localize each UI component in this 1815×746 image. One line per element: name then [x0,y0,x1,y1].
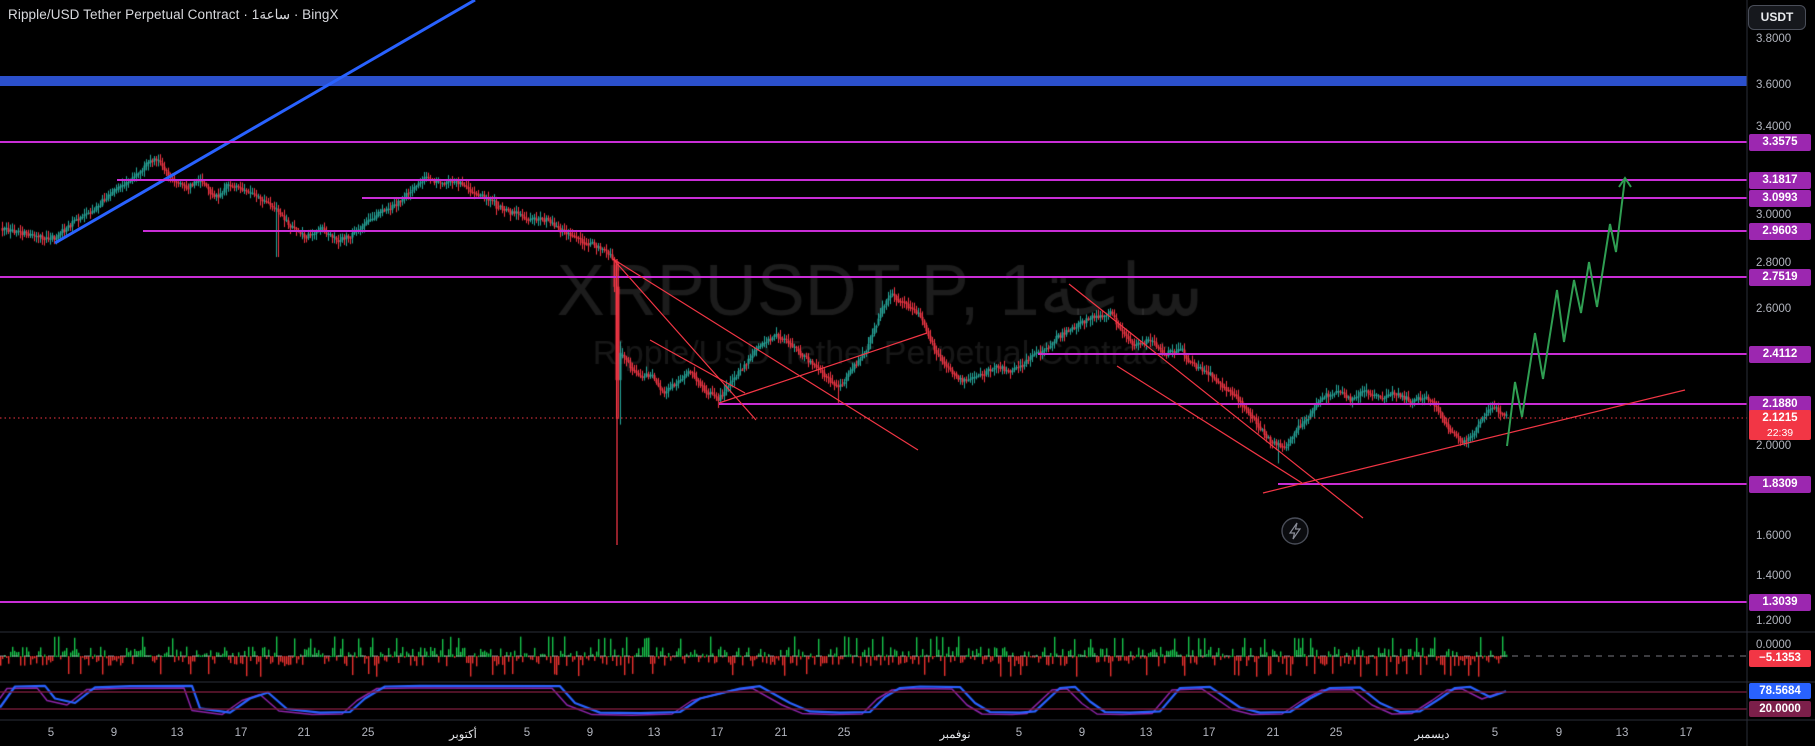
price-level-badge[interactable]: 2.1880 [1749,396,1811,413]
time-axis-label: 17 [1202,727,1216,739]
price-axis-label: 3.0000 [1756,209,1792,221]
price-axis-label: 1.4000 [1756,570,1792,582]
price-level-badge[interactable]: 3.1817 [1749,172,1811,189]
price-level-badge[interactable]: 3.3575 [1749,134,1811,151]
price-axis-label: 1.6000 [1756,530,1792,542]
time-axis-label: 25 [361,727,375,739]
time-axis-label: 21 [1266,727,1280,739]
time-axis-label: 5 [523,727,531,739]
price-axis-label: 2.0000 [1756,440,1792,452]
time-axis-label: 5 [1491,727,1499,739]
time-axis-label: 17 [710,727,724,739]
price-axis-label: 2.8000 [1756,257,1792,269]
time-axis-label: 5 [1015,727,1023,739]
time-axis-label: 17 [1679,727,1693,739]
price-axis-label: 3.6000 [1756,79,1792,91]
time-axis-label: 21 [774,727,788,739]
time-axis-label: 9 [110,727,118,739]
time-axis-month-label: ديسمبر [1414,729,1450,741]
time-axis-label: 13 [1615,727,1629,739]
time-axis-month-label: نوفمبر [939,729,971,741]
last-price-value: 2.1215 [1762,412,1798,424]
time-axis-label: 9 [1078,727,1086,739]
quote-currency-button[interactable]: USDT [1748,5,1806,30]
price-level-badge[interactable]: 1.3039 [1749,594,1811,611]
time-axis-month-label: أكتوبر [449,729,477,741]
time-axis-label: 13 [1139,727,1153,739]
price-level-badge[interactable]: 2.4112 [1749,346,1811,363]
price-level-badge[interactable]: 1.8309 [1749,476,1811,493]
time-axis-label: 17 [234,727,248,739]
time-axis-label: 13 [647,727,661,739]
bar-countdown: 22:39 [1766,427,1794,439]
oscillator-value-badge: −5.1353 [1749,650,1811,667]
price-axis-label: 2.6000 [1756,303,1792,315]
price-level-badge[interactable]: 2.7519 [1749,269,1811,286]
price-axis-label: 3.4000 [1756,121,1792,133]
price-level-badge[interactable]: 3.0993 [1749,190,1811,207]
price-axis-label: 0.0000 [1756,639,1792,651]
time-axis-label: 9 [586,727,594,739]
stoch-d-value-badge: 20.0000 [1749,701,1811,717]
time-axis-label: 25 [837,727,851,739]
stoch-k-value-badge: 78.5684 [1749,683,1811,699]
symbol-title[interactable]: Ripple/USD Tether Perpetual Contract · 1… [8,7,339,22]
time-axis-label: 9 [1555,727,1563,739]
time-axis-label: 21 [297,727,311,739]
last-price-badge: 2.1215 22:39 [1749,410,1811,440]
price-level-badge[interactable]: 2.9603 [1749,223,1811,240]
price-axis-label: 3.8000 [1756,33,1792,45]
time-axis-label: 5 [47,727,55,739]
time-axis-label: 13 [170,727,184,739]
price-axis-label: 1.2000 [1756,615,1792,627]
time-axis-label: 25 [1329,727,1343,739]
